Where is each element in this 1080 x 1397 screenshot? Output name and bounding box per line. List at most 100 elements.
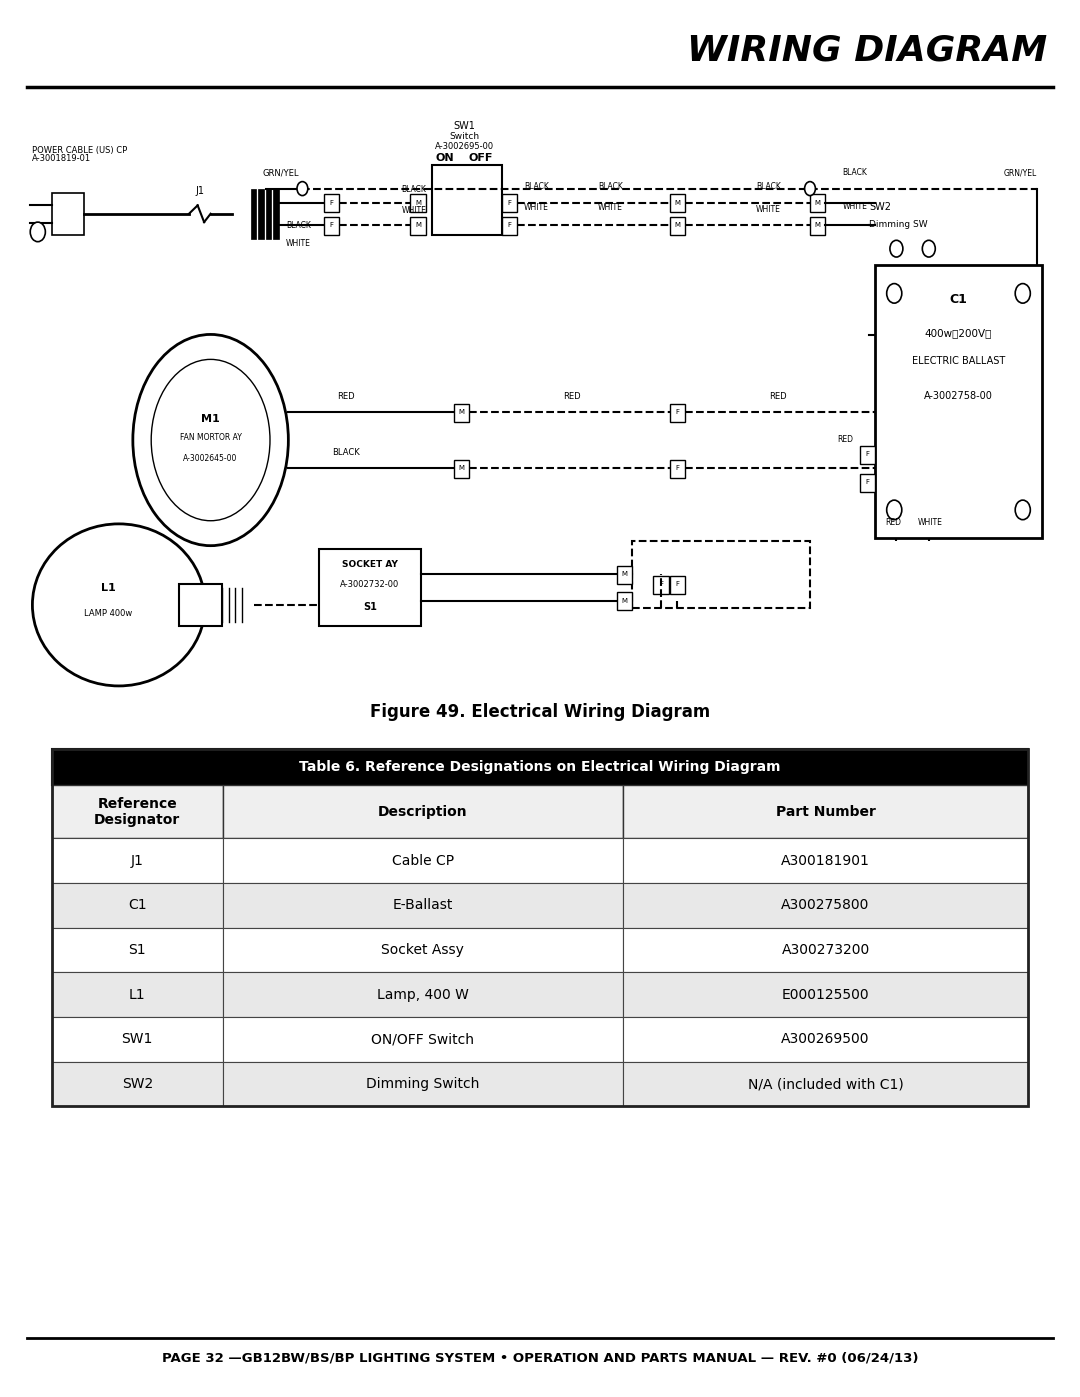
Text: BLACK: BLACK bbox=[332, 448, 360, 457]
Bar bbox=[623, 972, 1028, 1017]
Text: WHITE: WHITE bbox=[842, 203, 867, 211]
Text: SW2: SW2 bbox=[869, 203, 891, 212]
Text: SW1: SW1 bbox=[454, 122, 475, 131]
Text: J1: J1 bbox=[131, 854, 144, 868]
Text: Switch: Switch bbox=[449, 133, 480, 141]
Bar bbox=[52, 749, 1028, 785]
Text: M: M bbox=[674, 222, 680, 228]
Bar bbox=[670, 576, 685, 594]
Text: N/A (included with C1): N/A (included with C1) bbox=[747, 1077, 904, 1091]
Bar bbox=[454, 404, 469, 422]
Bar bbox=[52, 883, 222, 928]
Text: Socket Assy: Socket Assy bbox=[381, 943, 464, 957]
Text: WHITE: WHITE bbox=[756, 205, 781, 214]
Bar bbox=[623, 883, 1028, 928]
Text: M: M bbox=[458, 465, 464, 471]
Text: BLACK: BLACK bbox=[524, 183, 549, 191]
Bar bbox=[653, 576, 669, 594]
Circle shape bbox=[890, 240, 903, 257]
Text: Figure 49. Electrical Wiring Diagram: Figure 49. Electrical Wiring Diagram bbox=[369, 703, 711, 721]
Bar bbox=[410, 217, 426, 235]
Text: M: M bbox=[621, 571, 627, 577]
Text: A-3002758-00: A-3002758-00 bbox=[924, 391, 993, 401]
Text: F: F bbox=[865, 479, 869, 485]
Text: ON/OFF Switch: ON/OFF Switch bbox=[372, 1032, 474, 1046]
Text: F: F bbox=[865, 451, 869, 457]
Text: BLACK: BLACK bbox=[597, 183, 623, 191]
Text: WHITE: WHITE bbox=[597, 204, 623, 212]
Bar bbox=[52, 1062, 222, 1106]
Text: F: F bbox=[659, 581, 663, 587]
Text: F: F bbox=[508, 222, 512, 228]
Text: WHITE: WHITE bbox=[918, 518, 943, 527]
Text: M1: M1 bbox=[201, 414, 220, 425]
Text: A300275800: A300275800 bbox=[782, 898, 869, 912]
Text: A-3002645-00: A-3002645-00 bbox=[184, 454, 238, 462]
Bar bbox=[52, 749, 1028, 1106]
Text: Table 6. Reference Designations on Electrical Wiring Diagram: Table 6. Reference Designations on Elect… bbox=[299, 760, 781, 774]
Bar bbox=[502, 194, 517, 212]
Bar bbox=[258, 189, 264, 239]
Bar bbox=[810, 194, 825, 212]
Text: OFF: OFF bbox=[469, 154, 492, 163]
Bar bbox=[52, 785, 222, 838]
Circle shape bbox=[1015, 500, 1030, 520]
Text: BLACK: BLACK bbox=[286, 221, 311, 229]
Text: 400w（200V）: 400w（200V） bbox=[924, 328, 993, 338]
Text: F: F bbox=[329, 200, 334, 205]
Text: SW2: SW2 bbox=[122, 1077, 153, 1091]
Bar bbox=[875, 265, 1042, 538]
Bar bbox=[623, 928, 1028, 972]
Text: RED: RED bbox=[886, 518, 902, 527]
Bar bbox=[222, 838, 623, 883]
Text: M: M bbox=[674, 200, 680, 205]
Bar bbox=[502, 217, 517, 235]
Text: BLACK: BLACK bbox=[756, 183, 781, 191]
Text: WHITE: WHITE bbox=[286, 239, 311, 247]
Bar bbox=[670, 217, 685, 235]
Text: Reference
Designator: Reference Designator bbox=[94, 796, 180, 827]
Text: M: M bbox=[814, 222, 821, 228]
Text: Description: Description bbox=[378, 805, 468, 819]
Text: A-3002732-00: A-3002732-00 bbox=[340, 580, 400, 588]
Ellipse shape bbox=[133, 334, 288, 546]
Text: Dimming SW: Dimming SW bbox=[869, 221, 928, 229]
Text: M: M bbox=[621, 598, 627, 604]
Bar bbox=[319, 549, 421, 626]
Bar bbox=[251, 189, 256, 239]
Bar bbox=[222, 883, 623, 928]
Ellipse shape bbox=[151, 359, 270, 521]
Text: E-Ballast: E-Ballast bbox=[393, 898, 453, 912]
Bar bbox=[52, 193, 84, 235]
Text: PAGE 32 —GB12BW/BS/BP LIGHTING SYSTEM • OPERATION AND PARTS MANUAL — REV. #0 (06: PAGE 32 —GB12BW/BS/BP LIGHTING SYSTEM • … bbox=[162, 1351, 918, 1365]
Bar bbox=[617, 566, 632, 584]
Text: S1: S1 bbox=[363, 602, 377, 612]
Bar bbox=[860, 446, 875, 464]
Text: E000125500: E000125500 bbox=[782, 988, 869, 1002]
Text: RED: RED bbox=[337, 393, 354, 401]
Bar bbox=[52, 1017, 222, 1062]
Text: WIRING DIAGRAM: WIRING DIAGRAM bbox=[687, 34, 1048, 67]
Text: M: M bbox=[415, 222, 421, 228]
Text: WHITE: WHITE bbox=[402, 207, 427, 215]
Circle shape bbox=[922, 240, 935, 257]
Text: LAMP 400w: LAMP 400w bbox=[84, 609, 132, 617]
Text: Cable CP: Cable CP bbox=[392, 854, 454, 868]
Text: M: M bbox=[814, 200, 821, 205]
Text: SOCKET AY: SOCKET AY bbox=[342, 560, 397, 569]
Text: RED: RED bbox=[564, 393, 581, 401]
Bar bbox=[670, 194, 685, 212]
Text: BLACK: BLACK bbox=[402, 186, 427, 194]
Bar bbox=[179, 584, 222, 626]
Text: C1: C1 bbox=[127, 898, 147, 912]
Text: WHITE: WHITE bbox=[524, 204, 549, 212]
Text: F: F bbox=[675, 465, 679, 471]
Bar bbox=[410, 194, 426, 212]
Text: SW1: SW1 bbox=[122, 1032, 153, 1046]
Text: M: M bbox=[458, 409, 464, 415]
Text: F: F bbox=[675, 409, 679, 415]
Bar bbox=[324, 194, 339, 212]
Text: A-3002695-00: A-3002695-00 bbox=[435, 142, 494, 151]
Bar bbox=[623, 1017, 1028, 1062]
Bar bbox=[324, 217, 339, 235]
